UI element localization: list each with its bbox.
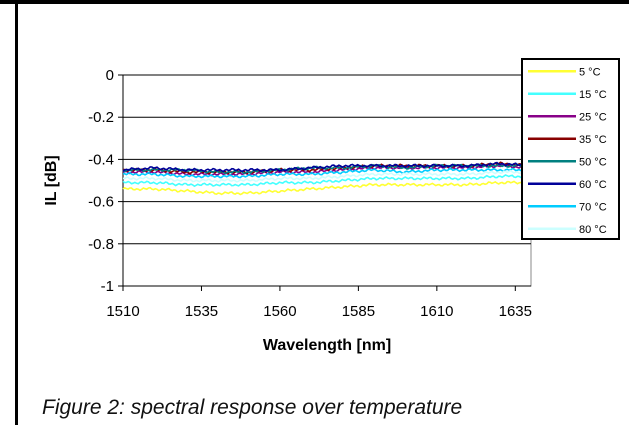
y-axis-title: IL [dB]: [43, 155, 60, 205]
legend-label: 70 °C: [579, 201, 607, 213]
figure-caption: Figure 2: spectral response over tempera…: [42, 396, 463, 419]
x-tick-label: 1635: [499, 303, 532, 320]
legend-label: 35 °C: [579, 134, 607, 146]
x-axis-title: Wavelength [nm]: [263, 337, 391, 354]
legend-label: 60 °C: [579, 179, 607, 191]
plot-area: [122, 74, 532, 287]
series-line: [122, 169, 532, 183]
y-tick-label: -1: [101, 278, 114, 295]
y-tick-label: -0.2: [88, 109, 114, 126]
legend-label: 5 °C: [579, 66, 601, 78]
y-tick-label: -0.4: [88, 151, 114, 168]
x-tick-label: 1610: [420, 303, 453, 320]
series-line: [122, 167, 532, 179]
y-tick-label: -0.8: [88, 236, 114, 253]
x-tick-label: 1560: [263, 303, 296, 320]
frame-left-border: [15, 0, 18, 425]
x-tick-label: 1585: [342, 303, 375, 320]
legend-label: 15 °C: [579, 89, 607, 101]
legend-label: 80 °C: [579, 224, 607, 236]
y-tick-label: 0: [106, 67, 114, 84]
x-tick-label: 1510: [106, 303, 139, 320]
series-line: [122, 180, 532, 196]
series-line: [122, 174, 532, 188]
legend-box: [521, 58, 620, 240]
x-tick-label: 1535: [185, 303, 218, 320]
y-tick-label: -0.6: [88, 194, 114, 211]
legend-label: 50 °C: [579, 156, 607, 168]
series-line: [122, 161, 532, 173]
frame-top-border: [0, 0, 629, 4]
legend-label: 25 °C: [579, 111, 607, 123]
